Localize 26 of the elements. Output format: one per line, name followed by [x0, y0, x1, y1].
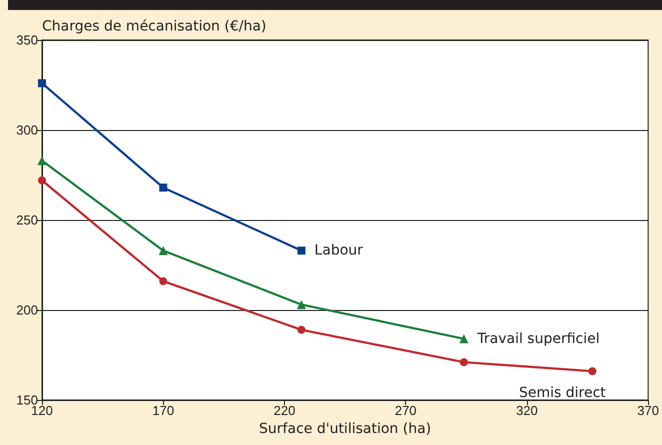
point	[296, 300, 306, 310]
y-axis-title: Charges de mécanisation (€/ha)	[42, 18, 266, 35]
point	[159, 277, 168, 286]
x-axis-title: Surface d'utilisation (ha)	[259, 420, 432, 437]
point	[588, 367, 596, 376]
x-tick-label: 370	[637, 403, 660, 418]
x-tick-label: 220	[274, 403, 296, 418]
point	[38, 79, 46, 88]
series-label: Labour	[314, 242, 364, 259]
x-tick-label: 270	[394, 403, 417, 418]
point	[297, 246, 306, 255]
y-tick-label: 300	[16, 122, 38, 138]
series-label: Travail superficiel	[476, 330, 600, 347]
point	[158, 246, 168, 256]
point	[38, 176, 46, 184]
series-label: Semis direct	[518, 385, 606, 402]
x-tick-label: 320	[516, 403, 538, 418]
point	[297, 326, 306, 334]
point	[459, 334, 468, 344]
point	[38, 156, 46, 166]
y-tick-label: 200	[16, 302, 38, 318]
x-tick-label: 170	[152, 403, 174, 418]
y-tick-label: 250	[16, 212, 38, 228]
point	[159, 184, 168, 192]
y-tick-label: 350	[16, 32, 38, 48]
point	[460, 358, 468, 366]
